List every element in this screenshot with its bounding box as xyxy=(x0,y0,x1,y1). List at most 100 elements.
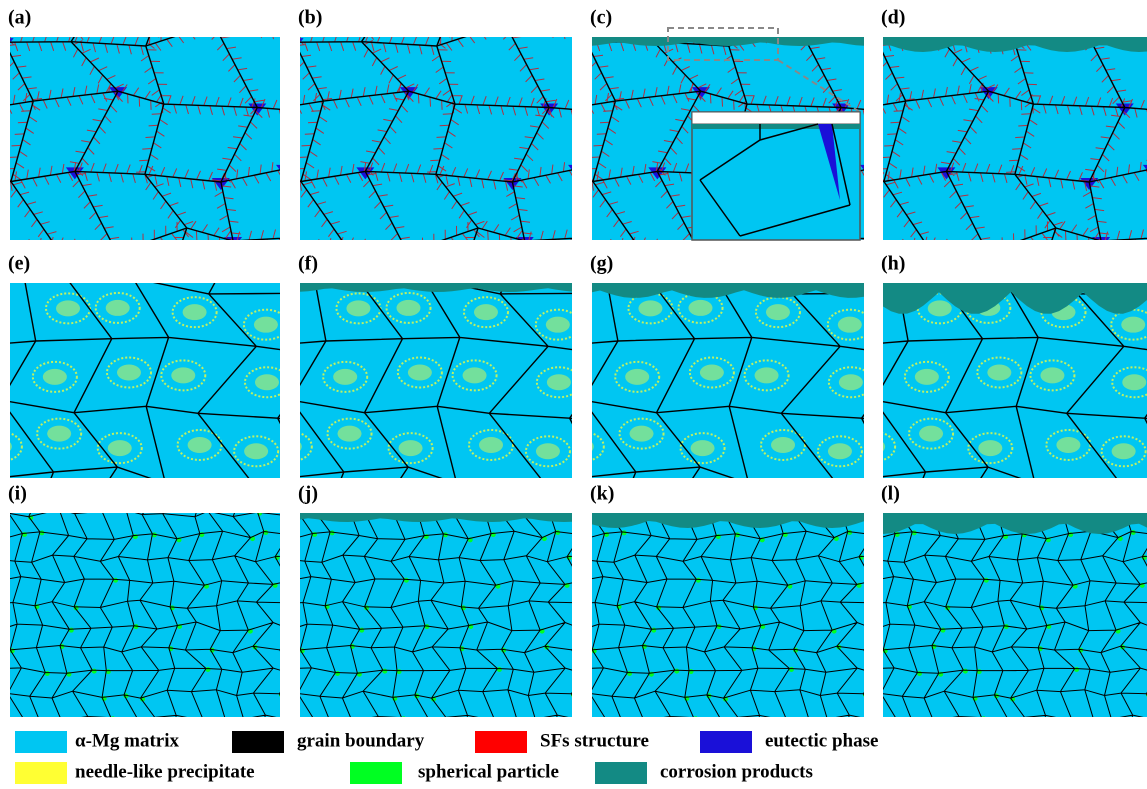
eutectic-phase xyxy=(788,20,806,32)
precipitate-core xyxy=(1124,254,1147,270)
precipitate-core xyxy=(477,253,501,269)
precipitate-core xyxy=(396,300,420,316)
spherical-particle xyxy=(0,667,3,672)
spherical-particle xyxy=(359,628,364,633)
eutectic-phase xyxy=(46,242,64,254)
spherical-particle xyxy=(291,672,296,677)
legend-label: α-Mg matrix xyxy=(75,730,179,751)
precipitate-core xyxy=(840,254,864,270)
spherical-particle xyxy=(696,578,701,583)
spherical-particle xyxy=(288,533,293,538)
eutectic-phase xyxy=(282,28,300,40)
spherical-particle xyxy=(497,667,502,672)
spherical-particle xyxy=(580,667,585,672)
precipitate-core xyxy=(255,374,279,390)
matrix xyxy=(592,513,864,717)
precipitate-core xyxy=(106,300,130,316)
panel-label: (f) xyxy=(298,253,318,275)
panel xyxy=(273,488,607,744)
precipitate-core xyxy=(1122,374,1146,390)
precipitate-cluster xyxy=(975,487,1019,517)
precipitate-core xyxy=(630,426,654,442)
precipitate-core xyxy=(915,369,939,385)
precipitate-core xyxy=(333,369,357,385)
precipitate-core xyxy=(919,426,943,442)
precipitate-core xyxy=(406,494,430,510)
spherical-particle xyxy=(875,672,880,677)
spherical-particle xyxy=(627,671,632,676)
panel xyxy=(0,488,315,744)
spherical-particle xyxy=(401,716,406,721)
legend-swatch xyxy=(595,762,647,784)
precipitate-core xyxy=(277,507,301,523)
spherical-particle xyxy=(314,718,319,723)
spherical-particle xyxy=(606,718,611,723)
spherical-particle xyxy=(160,492,165,497)
precipitate-cluster xyxy=(1114,247,1147,277)
precipitate-core xyxy=(828,443,852,459)
spherical-particle xyxy=(382,669,387,674)
inset-top xyxy=(692,112,860,124)
legend-label: needle-like precipitate xyxy=(75,761,255,782)
precipitate-core xyxy=(700,364,724,380)
legend-swatch xyxy=(232,731,284,753)
precipitate-core xyxy=(569,507,593,523)
eutectic-phase xyxy=(256,249,274,261)
spherical-particle xyxy=(110,716,115,721)
precipitate-core xyxy=(399,440,423,456)
precipitate-cluster xyxy=(105,487,149,517)
eutectic-phase xyxy=(575,28,593,40)
panel-label: (g) xyxy=(590,253,613,275)
spherical-particle xyxy=(335,671,340,676)
precipitate-core xyxy=(546,317,570,333)
legend-label: eutectic phase xyxy=(765,730,878,751)
spherical-particle xyxy=(871,667,876,672)
spherical-particle xyxy=(963,669,968,674)
legend-label: SFs structure xyxy=(540,730,649,751)
precipitate-cluster xyxy=(0,293,7,323)
spherical-particle xyxy=(651,628,656,633)
panel-label: (b) xyxy=(298,7,322,29)
spherical-particle xyxy=(789,667,794,672)
spherical-particle xyxy=(349,508,354,513)
eutectic-phase xyxy=(840,249,858,261)
matrix xyxy=(883,513,1147,717)
precipitate-core xyxy=(698,494,722,510)
inset xyxy=(692,112,860,240)
panel-label: (d) xyxy=(881,7,905,29)
precipitate-core xyxy=(1056,437,1080,453)
spherical-particle xyxy=(113,578,118,583)
precipitate-cluster xyxy=(830,247,874,277)
precipitate-cluster xyxy=(175,246,219,276)
precipitate-core xyxy=(638,300,662,316)
panel xyxy=(857,488,1147,744)
precipitate-core xyxy=(254,317,278,333)
spherical-particle xyxy=(896,718,901,723)
spherical-particle xyxy=(288,667,293,672)
inset-corrosion xyxy=(692,124,860,129)
precipitate-core xyxy=(1121,317,1145,333)
spherical-particle xyxy=(580,533,585,538)
precipitate-core xyxy=(985,494,1009,510)
legend-label: corrosion products xyxy=(660,761,813,782)
panel xyxy=(565,488,899,744)
precipitate-core xyxy=(625,369,649,385)
panel-label: (e) xyxy=(8,253,30,275)
eutectic-phase xyxy=(205,20,223,32)
precipitate-cluster xyxy=(688,487,732,517)
precipitate-core xyxy=(479,437,503,453)
panel-label: (k) xyxy=(590,483,614,505)
eutectic-phase xyxy=(496,20,514,32)
precipitate-core xyxy=(838,317,862,333)
precipitate-cluster xyxy=(0,358,6,388)
precipitate-core xyxy=(185,253,209,269)
spherical-particle xyxy=(643,719,648,724)
eutectic-phase xyxy=(918,242,936,254)
precipitate-core xyxy=(43,369,67,385)
precipitate-core xyxy=(117,364,141,380)
precipitate-core xyxy=(928,300,952,316)
precipitate-core xyxy=(1054,253,1078,269)
precipitate-core xyxy=(278,439,302,455)
legend-swatch xyxy=(475,731,527,753)
precipitate-core xyxy=(408,364,432,380)
